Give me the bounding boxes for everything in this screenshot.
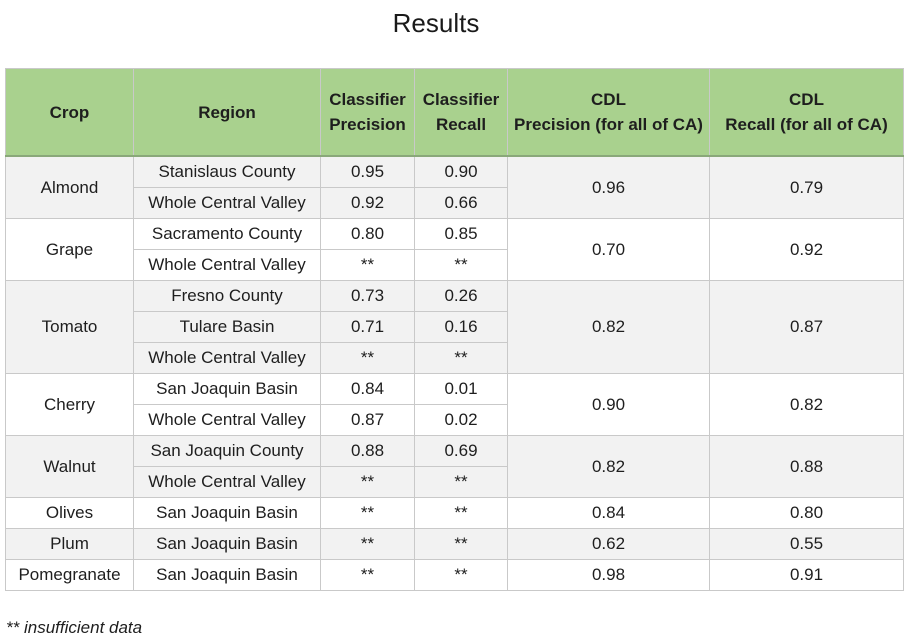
crop-cell: Walnut <box>5 435 134 498</box>
classifier-precision-cell: 0.84 <box>320 373 415 405</box>
classifier-precision-cell: ** <box>320 466 415 498</box>
classifier-recall-cell: 0.85 <box>414 218 508 250</box>
cdl-precision-cell: 0.82 <box>507 280 710 374</box>
table-row: Whole Central Valley ** ** <box>6 342 904 374</box>
region-cell: Whole Central Valley <box>133 249 321 281</box>
footnote-marker: ** <box>6 618 20 637</box>
cdl-recall-cell: 0.55 <box>709 528 904 560</box>
cdl-recall-cell: 0.87 <box>709 280 904 374</box>
table-row: Whole Central Valley 0.87 0.02 <box>6 404 904 436</box>
table-body: Almond Stanislaus County 0.95 0.90 0.96 … <box>5 155 904 591</box>
cdl-recall-cell: 0.79 <box>709 155 904 219</box>
classifier-precision-cell: ** <box>320 497 415 529</box>
header-region: Region <box>133 68 321 157</box>
footnote-text: insufficient data <box>23 618 143 637</box>
cdl-recall-cell: 0.92 <box>709 218 904 281</box>
region-cell: San Joaquin Basin <box>133 497 321 529</box>
footnote: ** insufficient data <box>6 618 142 638</box>
cdl-recall-cell: 0.82 <box>709 373 904 436</box>
crop-cell: Almond <box>5 155 134 219</box>
classifier-precision-cell: 0.95 <box>320 155 415 188</box>
crop-cell: Olives <box>5 497 134 529</box>
header-crop: Crop <box>5 68 134 157</box>
region-cell: Sacramento County <box>133 218 321 250</box>
classifier-precision-cell: 0.87 <box>320 404 415 436</box>
cdl-recall-cell: 0.80 <box>709 497 904 529</box>
table-row: Grape Sacramento County 0.80 0.85 0.70 0… <box>5 218 904 281</box>
cdl-precision-cell: 0.84 <box>507 497 710 529</box>
classifier-precision-cell: 0.80 <box>320 218 415 250</box>
region-cell: Whole Central Valley <box>133 466 321 498</box>
table-row: Cherry San Joaquin Basin 0.84 0.01 0.90 … <box>5 373 904 436</box>
crop-cell: Tomato <box>5 280 134 374</box>
classifier-recall-cell: 0.26 <box>414 280 508 312</box>
table-row: Almond Stanislaus County 0.95 0.90 0.96 … <box>5 155 904 219</box>
crop-cell: Plum <box>5 528 134 560</box>
table-row: Whole Central Valley ** ** <box>6 466 904 498</box>
table-row: Pomegranate San Joaquin Basin ** ** 0.98… <box>5 559 904 591</box>
region-cell: Stanislaus County <box>133 155 321 188</box>
header-row: Crop Region Classifier Precision Classif… <box>5 68 904 157</box>
cdl-precision-cell: 0.82 <box>507 435 710 498</box>
classifier-recall-cell: ** <box>414 559 508 591</box>
table-row: Olives San Joaquin Basin ** ** 0.84 0.80 <box>5 497 904 529</box>
table-header: Crop Region Classifier Precision Classif… <box>5 68 904 157</box>
region-cell: Whole Central Valley <box>133 404 321 436</box>
classifier-recall-cell: 0.02 <box>414 404 508 436</box>
table-row: Tulare Basin 0.71 0.16 <box>6 311 904 343</box>
region-cell: Whole Central Valley <box>133 342 321 374</box>
region-cell: San Joaquin Basin <box>133 373 321 405</box>
cdl-recall-cell: 0.88 <box>709 435 904 498</box>
classifier-recall-cell: 0.90 <box>414 155 508 188</box>
region-cell: Fresno County <box>133 280 321 312</box>
table-row: Whole Central Valley ** ** <box>6 249 904 281</box>
table-row: Walnut San Joaquin County 0.88 0.69 0.82… <box>5 435 904 498</box>
classifier-recall-cell: ** <box>414 497 508 529</box>
classifier-precision-cell: 0.88 <box>320 435 415 467</box>
classifier-precision-cell: ** <box>320 559 415 591</box>
region-cell: Tulare Basin <box>133 311 321 343</box>
classifier-precision-cell: ** <box>320 249 415 281</box>
classifier-recall-cell: ** <box>414 249 508 281</box>
page-title: Results <box>392 8 480 38</box>
classifier-recall-cell: 0.16 <box>414 311 508 343</box>
header-cdl-recall: CDL Recall (for all of CA) <box>709 68 904 157</box>
classifier-precision-cell: 0.71 <box>320 311 415 343</box>
classifier-recall-cell: 0.66 <box>414 187 508 219</box>
classifier-recall-cell: ** <box>414 342 508 374</box>
header-cdl-precision: CDL Precision (for all of CA) <box>507 68 710 157</box>
crop-cell: Cherry <box>5 373 134 436</box>
classifier-recall-cell: ** <box>414 528 508 560</box>
cdl-precision-cell: 0.90 <box>507 373 710 436</box>
crop-cell: Grape <box>5 218 134 281</box>
table-row: Tomato Fresno County 0.73 0.26 0.82 0.87 <box>5 280 904 374</box>
cdl-precision-cell: 0.62 <box>507 528 710 560</box>
results-table: Crop Region Classifier Precision Classif… <box>5 68 904 591</box>
header-classifier-precision: Classifier Precision <box>320 68 415 157</box>
region-cell: Whole Central Valley <box>133 187 321 219</box>
region-cell: San Joaquin Basin <box>133 528 321 560</box>
classifier-precision-cell: 0.92 <box>320 187 415 219</box>
region-cell: San Joaquin County <box>133 435 321 467</box>
region-cell: San Joaquin Basin <box>133 559 321 591</box>
classifier-recall-cell: 0.69 <box>414 435 508 467</box>
classifier-recall-cell: ** <box>414 466 508 498</box>
crop-cell: Pomegranate <box>5 559 134 591</box>
cdl-precision-cell: 0.70 <box>507 218 710 281</box>
classifier-recall-cell: 0.01 <box>414 373 508 405</box>
header-classifier-recall: Classifier Recall <box>414 68 508 157</box>
table-row: Whole Central Valley 0.92 0.66 <box>6 187 904 219</box>
classifier-precision-cell: ** <box>320 342 415 374</box>
classifier-precision-cell: ** <box>320 528 415 560</box>
table-row: Plum San Joaquin Basin ** ** 0.62 0.55 <box>5 528 904 560</box>
cdl-precision-cell: 0.96 <box>507 155 710 219</box>
cdl-recall-cell: 0.91 <box>709 559 904 591</box>
classifier-precision-cell: 0.73 <box>320 280 415 312</box>
cdl-precision-cell: 0.98 <box>507 559 710 591</box>
